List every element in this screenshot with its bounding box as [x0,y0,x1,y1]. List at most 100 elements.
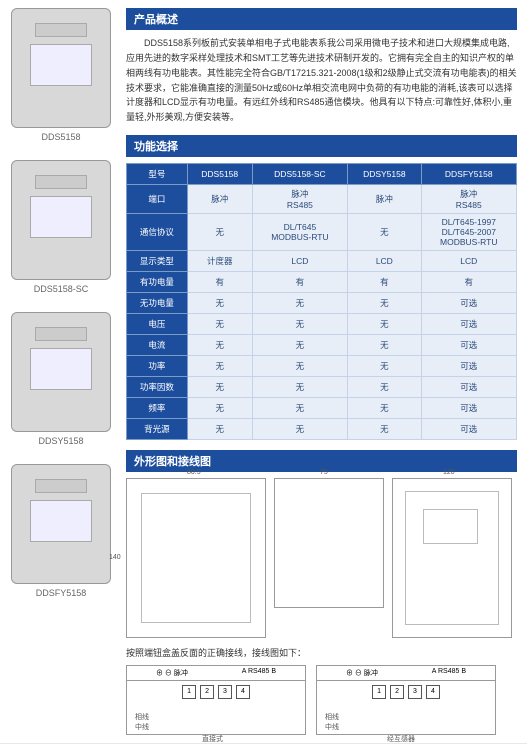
terminal: 1 [372,685,386,699]
product-image [11,8,111,128]
product-label: DDSFY5158 [6,588,116,598]
terminal: 3 [218,685,232,699]
spec-cell: 无 [187,398,252,419]
spec-cell: 可选 [421,356,517,377]
product-image [11,464,111,584]
ct-label: 经互感器 [387,734,415,744]
spec-cell: 无 [187,314,252,335]
dim-width: 80.5 [187,469,201,476]
outline-panel-view: 120 [392,478,512,638]
spec-cell: 无 [252,293,347,314]
content-area: 产品概述 DDS5158系列板前式安装单相电子式电能表系我公司采用微电子技术和进… [122,0,527,743]
outline-side-view: 75 [274,478,384,608]
spec-header: DDS5158-SC [252,164,347,185]
spec-cell: DL/T645-1997 DL/T645-2007 MODBUS-RTU [421,214,517,251]
terminal: 1 [182,685,196,699]
spec-cell: DL/T645 MODBUS-RTU [252,214,347,251]
spec-cell: 无 [348,335,421,356]
spec-cell: 无 [348,356,421,377]
spec-cell: 电流 [127,335,188,356]
spec-cell: 无 [348,293,421,314]
spec-cell: 显示类型 [127,251,188,272]
spec-cell: 有 [187,272,252,293]
outline-side-group: 75 [274,478,384,638]
spec-cell: 计度器 [187,251,252,272]
product-label: DDSY5158 [6,436,116,446]
spec-cell: 无 [252,356,347,377]
spec-cell: LCD [348,251,421,272]
function-header: 功能选择 [126,135,517,157]
neutral-label: 中线 [135,722,149,732]
overview-text: DDS5158系列板前式安装单相电子式电能表系我公司采用微电子技术和进口大规模集… [126,36,517,125]
dim-height: 140 [109,554,121,561]
terminal: 4 [236,685,250,699]
spec-cell: 无 [187,293,252,314]
spec-cell: 无 [348,314,421,335]
product-image [11,312,111,432]
product-image [11,160,111,280]
spec-cell: 背光源 [127,419,188,440]
dim-depth: 120 [443,469,455,476]
rs485-b: B [461,668,466,675]
pulse-label: 脉冲 [364,670,378,677]
spec-cell: 无 [187,356,252,377]
terminal: 3 [408,685,422,699]
spec-cell: 脉冲 [187,185,252,214]
dim-inner: 75 [320,469,328,476]
spec-cell: 无 [187,377,252,398]
spec-cell: LCD [421,251,517,272]
product-sidebar: DDS5158 DDS5158-SC DDSY5158 DDSFY5158 [0,0,122,743]
rs485-a: A [432,668,436,675]
spec-cell: 无 [187,214,252,251]
outline-diagrams: 80.5 140 75 120 [126,478,517,638]
spec-cell: 频率 [127,398,188,419]
spec-cell: 无 [348,377,421,398]
spec-cell: 脉冲 [348,185,421,214]
spec-cell: 无 [187,335,252,356]
spec-cell: 有 [421,272,517,293]
spec-cell: 有功电量 [127,272,188,293]
spec-header: DDSY5158 [348,164,421,185]
spec-cell: 无 [252,419,347,440]
product-item: DDSFY5158 [6,464,116,598]
spec-cell: 可选 [421,293,517,314]
rs485-b: B [271,668,276,675]
neutral-label: 中线 [325,722,339,732]
spec-cell: 功率 [127,356,188,377]
spec-cell: 无 [252,335,347,356]
phase-label: 相线 [325,712,339,722]
spec-cell: 无 [187,419,252,440]
overview-header: 产品概述 [126,8,517,30]
product-item: DDS5158-SC [6,160,116,294]
spec-cell: 有 [348,272,421,293]
spec-cell: 有 [252,272,347,293]
spec-cell: LCD [252,251,347,272]
spec-cell: 无 [252,314,347,335]
rs485-label: RS485 [248,668,269,675]
spec-cell: 电压 [127,314,188,335]
rs485-label: RS485 [438,668,459,675]
phase-label: 相线 [135,712,149,722]
spec-cell: 可选 [421,377,517,398]
product-label: DDS5158 [6,132,116,142]
terminal: 2 [200,685,214,699]
wiring-direct: ⊕ ⊖ 脉冲 A RS485 B 1 2 3 4 相线 中线 直接式 [126,665,306,735]
spec-cell: 脉冲 RS485 [252,185,347,214]
rs485-a: A [242,668,246,675]
terminal: 4 [426,685,440,699]
product-label: DDS5158-SC [6,284,116,294]
spec-cell: 可选 [421,419,517,440]
wiring-note: 按照端钮盒盖反面的正确接线，接线图如下： [126,646,517,659]
spec-cell: 脉冲 RS485 [421,185,517,214]
spec-cell: 无 [252,377,347,398]
spec-header: 型号 [127,164,188,185]
spec-cell: 通信协议 [127,214,188,251]
spec-header: DDSFY5158 [421,164,517,185]
direct-label: 直接式 [202,734,223,744]
spec-header: DDS5158 [187,164,252,185]
spec-table: 型号DDS5158DDS5158-SCDDSY5158DDSFY5158 端口脉… [126,163,517,440]
pulse-label: 脉冲 [174,670,188,677]
wiring-diagrams: ⊕ ⊖ 脉冲 A RS485 B 1 2 3 4 相线 中线 直接式 ⊕ ⊖ 脉… [126,665,517,735]
spec-cell: 无 [348,419,421,440]
spec-cell: 无 [348,398,421,419]
